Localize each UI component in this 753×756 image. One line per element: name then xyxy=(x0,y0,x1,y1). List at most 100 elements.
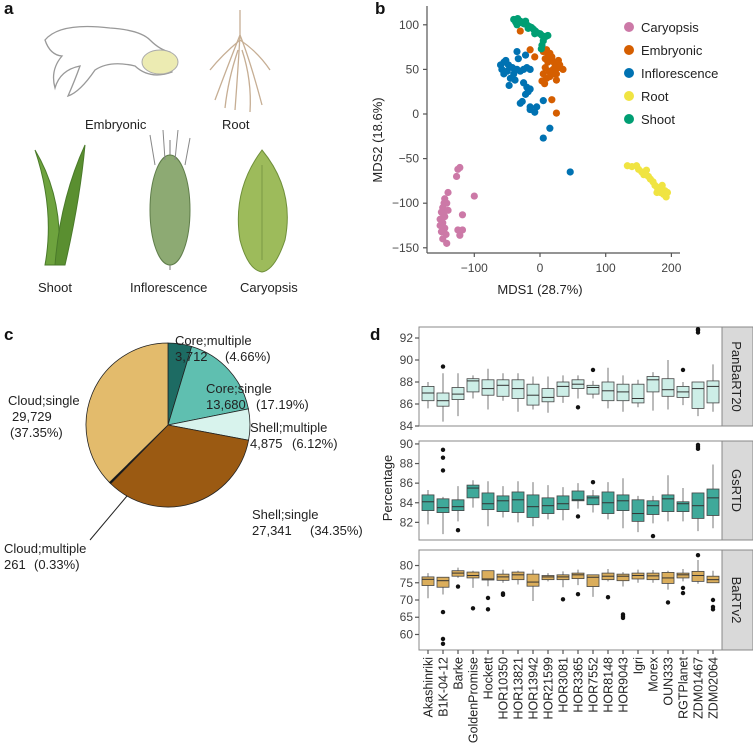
point-embryonic xyxy=(531,53,539,61)
facet-strip xyxy=(721,549,753,651)
y-tick-label: 70 xyxy=(400,593,414,607)
x-tick-label: HOR3081 xyxy=(557,657,571,713)
box-hockett xyxy=(481,379,495,396)
box-rgtplanet xyxy=(676,572,690,579)
box-hor13821 xyxy=(511,379,525,399)
box-oun333 xyxy=(661,378,675,397)
pie-label-pct-core-single: (17.19%) xyxy=(256,397,309,412)
box-hor8148 xyxy=(601,381,615,402)
point-root xyxy=(653,188,661,197)
point-inflorescence xyxy=(546,124,554,132)
y-tick-label: 65 xyxy=(400,610,414,624)
outlier-point xyxy=(440,641,446,646)
point-embryonic xyxy=(552,70,561,78)
box-hor13821 xyxy=(511,491,525,513)
pie-label-pct-cloud-multiple: (0.33%) xyxy=(34,557,80,572)
point-shoot xyxy=(531,30,539,38)
x-tick-label: HOR7552 xyxy=(587,657,601,713)
tissue-label-embryonic: Embryonic xyxy=(85,117,147,132)
legend-marker-shoot xyxy=(624,114,634,124)
point-inflorescence xyxy=(514,55,522,63)
point-shoot xyxy=(544,31,552,40)
x-tick-label: HOR13821 xyxy=(512,657,526,720)
shoot-illustration xyxy=(34,144,86,266)
point-caryopsis xyxy=(440,199,448,207)
point-embryonic xyxy=(516,27,524,35)
y-tick-label: 88 xyxy=(400,375,414,389)
facet-strip xyxy=(721,440,753,541)
box-hor3081 xyxy=(556,495,570,511)
x-tick-label: ZDM02064 xyxy=(707,657,721,719)
box-akashinriki xyxy=(421,494,435,511)
box-hor21599 xyxy=(541,388,555,403)
outlier-point xyxy=(620,615,626,621)
y-tick-label: 60 xyxy=(400,627,414,641)
box-zdm02064 xyxy=(706,380,720,404)
box-igri xyxy=(631,572,645,580)
pie-label-name-core-single: Core;single xyxy=(206,381,272,396)
facet-label-gsrtd: GsRTD xyxy=(729,469,744,512)
box-hockett xyxy=(481,570,495,581)
outlier-point xyxy=(665,600,671,605)
panel-label-b: b xyxy=(375,0,385,18)
box-morex xyxy=(646,500,660,515)
legend-marker-embryonic xyxy=(624,45,634,55)
box-morex xyxy=(646,572,660,581)
box-hor21599 xyxy=(541,575,555,581)
outlier-point xyxy=(680,590,686,596)
x-tick-label: OUN333 xyxy=(662,657,676,706)
point-root xyxy=(663,188,672,197)
facet-panel xyxy=(418,326,723,427)
pie-label-pct-core-multiple: (4.66%) xyxy=(225,349,271,364)
y-tick-label: −100 xyxy=(392,196,419,210)
outlier-point xyxy=(440,455,446,460)
legend-label-embryonic: Embryonic xyxy=(641,43,703,58)
outlier-point xyxy=(590,479,596,485)
panel-label-d: d xyxy=(370,325,380,344)
x-tick-label: HOR3365 xyxy=(572,657,586,713)
box-morex xyxy=(646,376,660,393)
pie-label-count-cloud-multiple: 261 xyxy=(4,557,26,572)
point-caryopsis xyxy=(443,239,451,247)
y-tick-label: 84 xyxy=(400,419,414,433)
legend-label-inflorescence: Inflorescence xyxy=(641,66,718,81)
facet-panel xyxy=(418,549,723,651)
y-tick-label: −150 xyxy=(392,241,419,255)
point-shoot xyxy=(524,24,532,32)
x-tick-label: Akashinriki xyxy=(422,657,436,717)
outlier-point xyxy=(455,584,461,589)
box-hor13821 xyxy=(511,571,525,581)
y-axis-label: MDS2 (18.6%) xyxy=(370,97,385,182)
x-tick-label: HOR8148 xyxy=(602,657,616,713)
point-embryonic xyxy=(540,80,549,88)
pie-label-name-cloud-multiple: Cloud;multiple xyxy=(4,541,86,556)
point-inflorescence xyxy=(539,134,547,142)
point-embryonic xyxy=(526,46,534,54)
x-tick-label: ZDM01467 xyxy=(692,657,706,719)
point-inflorescence xyxy=(521,90,530,98)
pie-label-pct-shell-multiple: (6.12%) xyxy=(292,436,338,451)
point-caryopsis xyxy=(454,165,462,173)
pie-label-count-shell-single: 27,341 xyxy=(252,523,292,538)
y-tick-label: 0 xyxy=(412,107,419,121)
boxplot-chart: PanBaRT20 84 86 88 90 92 GsRTD 82 84 86 88 90 BaRTv2… xyxy=(400,326,753,743)
point-inflorescence xyxy=(518,97,526,106)
y-tick-label: 75 xyxy=(400,576,414,590)
outlier-point xyxy=(440,636,446,642)
pie-slice-shell-single xyxy=(110,424,250,508)
point-embryonic xyxy=(548,96,556,104)
point-inflorescence xyxy=(566,168,574,176)
point-inflorescence xyxy=(539,97,547,105)
pie-label-pct-cloud-single: (37.35%) xyxy=(10,425,63,440)
x-tick-label: HOR10350 xyxy=(497,657,511,720)
legend-marker-inflorescence xyxy=(624,68,634,78)
y-tick-label: 84 xyxy=(400,496,414,510)
box-rgtplanet xyxy=(676,501,690,512)
point-caryopsis xyxy=(456,231,464,239)
box-barke xyxy=(451,499,465,511)
panel-label-c: c xyxy=(4,325,13,344)
outlier-point xyxy=(575,591,581,597)
box-b1k-04-12 xyxy=(436,392,450,407)
